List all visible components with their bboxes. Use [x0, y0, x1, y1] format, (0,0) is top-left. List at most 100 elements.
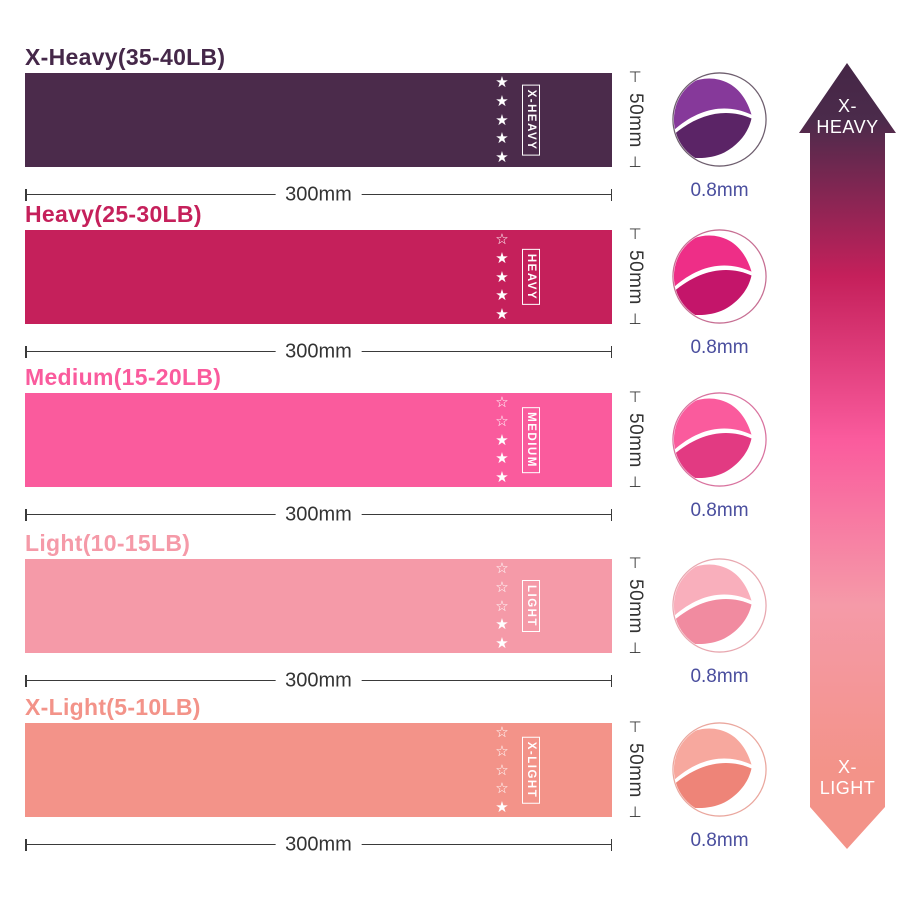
band-fold-photo	[671, 557, 768, 654]
band-row-light: Light(10-15LB) ☆ ☆ ☆ ★ ★ LIGHT 300mm ⊤ 50mm …	[0, 530, 900, 692]
width-dimension: 300mm	[25, 183, 612, 206]
star-empty-icon: ☆	[495, 559, 509, 577]
star-filled-icon: ★	[495, 430, 509, 449]
star-empty-icon: ☆	[495, 596, 509, 615]
width-dimension: 300mm	[25, 833, 612, 856]
intensity-scale-arrow	[799, 63, 896, 849]
band-title: X-Heavy(35-40LB)	[25, 44, 226, 70]
star-filled-icon: ★	[495, 615, 509, 634]
height-value: 50mm	[625, 412, 646, 468]
star-filled-icon: ★	[495, 449, 509, 468]
arrow-label-x-light: X- LIGHT	[819, 757, 876, 798]
star-filled-icon: ★	[495, 110, 509, 129]
band-fold-photo	[671, 721, 768, 818]
thickness-value: 0.8mm	[690, 180, 749, 201]
star-filled-icon: ★	[495, 129, 509, 148]
dimension-tick	[25, 675, 27, 687]
star-filled-icon: ★	[495, 73, 509, 91]
band-label: MEDIUM	[522, 407, 540, 473]
band-swatch: ☆ ★ ★ ★ ★ HEAVY	[25, 230, 612, 324]
band-swatch: ☆ ☆ ☆ ☆ ★ X-LIGHT	[25, 723, 612, 817]
width-value: 300mm	[275, 503, 362, 526]
band-fold-photo	[671, 71, 768, 168]
width-value: 300mm	[275, 669, 362, 692]
band-title: X-Light(5-10LB)	[25, 694, 201, 720]
dimension-tick	[25, 189, 27, 201]
dimension-tick	[610, 346, 612, 358]
star-filled-icon: ★	[495, 267, 509, 286]
dimension-tick	[610, 509, 612, 521]
star-filled-icon: ★	[495, 248, 509, 267]
dimension-tick-top: ⊤	[628, 718, 642, 736]
band-title: Heavy(25-30LB)	[25, 201, 202, 227]
height-value: 50mm	[625, 578, 646, 634]
star-rating: ☆ ☆ ☆ ★ ★	[489, 561, 515, 651]
thickness-value: 0.8mm	[690, 666, 749, 687]
star-empty-icon: ☆	[495, 230, 509, 248]
star-empty-icon: ☆	[495, 760, 509, 779]
dimension-tick	[610, 675, 612, 687]
star-rating: ★ ★ ★ ★ ★	[489, 75, 515, 165]
star-filled-icon: ★	[495, 148, 509, 166]
band-fold-photo	[671, 391, 768, 488]
band-label: X-HEAVY	[522, 84, 540, 156]
band-row-medium: Medium(15-20LB) ☆ ☆ ★ ★ ★ MEDIUM 300mm ⊤ 50m…	[0, 364, 900, 526]
width-dimension: 300mm	[25, 503, 612, 526]
star-empty-icon: ☆	[495, 741, 509, 760]
dimension-tick	[25, 839, 27, 851]
band-label: X-LIGHT	[522, 736, 540, 804]
dimension-tick-bottom: ⊥	[628, 639, 642, 658]
band-swatch: ★ ★ ★ ★ ★ X-HEAVY	[25, 73, 612, 167]
dimension-tick-top: ⊤	[628, 388, 642, 406]
star-empty-icon: ☆	[495, 577, 509, 596]
band-fold-photo	[671, 228, 768, 325]
star-empty-icon: ☆	[495, 411, 509, 430]
width-value: 300mm	[275, 340, 362, 363]
band-swatch: ☆ ☆ ★ ★ ★ MEDIUM	[25, 393, 612, 487]
thickness-value: 0.8mm	[690, 337, 749, 358]
dimension-tick	[610, 839, 612, 851]
dimension-tick-top: ⊤	[628, 554, 642, 572]
dimension-tick-bottom: ⊥	[628, 473, 642, 492]
star-filled-icon: ★	[495, 286, 509, 305]
band-row-x-light: X-Light(5-10LB) ☆ ☆ ☆ ☆ ★ X-LIGHT 300mm ⊤ 50…	[0, 694, 900, 856]
band-title: Medium(15-20LB)	[25, 364, 222, 390]
band-label: HEAVY	[522, 248, 540, 306]
star-filled-icon: ★	[495, 798, 509, 816]
thickness-value: 0.8mm	[690, 500, 749, 521]
height-value: 50mm	[625, 249, 646, 305]
height-dimension: ⊤ 50mm ⊥	[616, 68, 654, 172]
star-rating: ☆ ☆ ★ ★ ★	[489, 395, 515, 485]
height-dimension: ⊤ 50mm ⊥	[616, 388, 654, 492]
height-dimension: ⊤ 50mm ⊥	[616, 225, 654, 329]
dimension-tick	[25, 346, 27, 358]
dimension-tick-top: ⊤	[628, 68, 642, 86]
dimension-tick-bottom: ⊥	[628, 310, 642, 329]
band-row-x-heavy: X-Heavy(35-40LB) ★ ★ ★ ★ ★ X-HEAVY 300mm ⊤ 5…	[0, 44, 900, 206]
width-value: 300mm	[275, 833, 362, 856]
star-rating: ☆ ☆ ☆ ☆ ★	[489, 725, 515, 815]
dimension-tick-top: ⊤	[628, 225, 642, 243]
star-filled-icon: ★	[495, 634, 509, 652]
height-dimension: ⊤ 50mm ⊥	[616, 718, 654, 822]
star-filled-icon: ★	[495, 91, 509, 110]
band-swatch: ☆ ☆ ☆ ★ ★ LIGHT	[25, 559, 612, 653]
star-filled-icon: ★	[495, 305, 509, 323]
band-label: LIGHT	[522, 580, 540, 632]
height-value: 50mm	[625, 742, 646, 798]
dimension-tick	[610, 189, 612, 201]
star-empty-icon: ☆	[495, 723, 509, 741]
band-row-heavy: Heavy(25-30LB) ☆ ★ ★ ★ ★ HEAVY 300mm ⊤ 50mm …	[0, 201, 900, 363]
width-value: 300mm	[275, 183, 362, 206]
width-dimension: 300mm	[25, 669, 612, 692]
band-title: Light(10-15LB)	[25, 530, 191, 556]
dimension-tick-bottom: ⊥	[628, 803, 642, 822]
arrow-label-x-heavy: X- HEAVY	[816, 96, 879, 137]
dimension-tick	[25, 509, 27, 521]
height-value: 50mm	[625, 92, 646, 148]
width-dimension: 300mm	[25, 340, 612, 363]
dimension-tick-bottom: ⊥	[628, 153, 642, 172]
height-dimension: ⊤ 50mm ⊥	[616, 554, 654, 658]
star-rating: ☆ ★ ★ ★ ★	[489, 232, 515, 322]
